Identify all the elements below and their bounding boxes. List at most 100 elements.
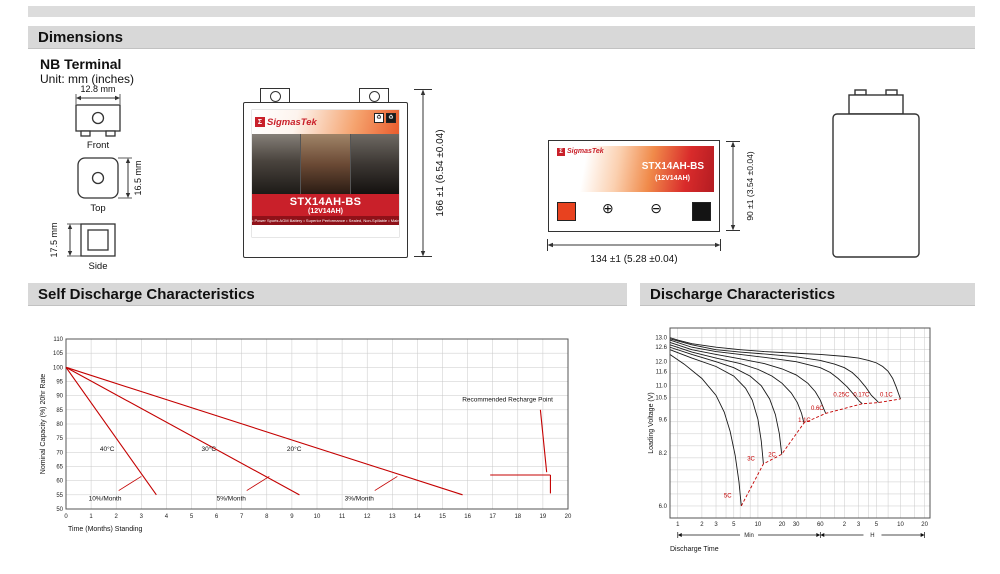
- svg-text:20: 20: [779, 522, 786, 528]
- top-section-divider: [28, 6, 975, 17]
- model-rating: (12V14AH): [307, 208, 343, 215]
- model-number: STX14AH-BS: [641, 161, 704, 172]
- svg-text:5C: 5C: [724, 494, 732, 500]
- battery-front-view: Σ SigmasTek ♻ ♻ STX14AH-BS (12V14AH) • P…: [243, 88, 408, 258]
- terminal-bolt-icon: [368, 90, 380, 102]
- brand-name: SigmasTek: [267, 116, 317, 128]
- svg-text:85: 85: [56, 408, 63, 414]
- positive-terminal-marker: [557, 202, 576, 221]
- svg-text:11.0: 11.0: [656, 384, 668, 390]
- svg-text:9: 9: [290, 514, 294, 520]
- svg-text:90: 90: [56, 394, 63, 400]
- svg-text:7: 7: [240, 514, 244, 520]
- svg-text:10: 10: [314, 514, 321, 520]
- svg-text:14: 14: [414, 514, 421, 520]
- label-feature-strip: • Power Sports AGM Battery • Superior Pe…: [252, 216, 399, 225]
- brand-logo-small: Σ SigmasTek: [557, 148, 604, 156]
- svg-text:10.5: 10.5: [655, 396, 667, 402]
- section-header-dimensions: Dimensions: [28, 26, 975, 49]
- svg-text:Time (Months) Standing: Time (Months) Standing: [68, 526, 143, 533]
- svg-text:11.6: 11.6: [656, 369, 668, 375]
- svg-text:3: 3: [714, 522, 718, 528]
- section-header-discharge: Discharge Characteristics: [640, 283, 975, 306]
- svg-text:10%/Month: 10%/Month: [89, 496, 122, 503]
- brand-name: SigmasTek: [566, 148, 604, 155]
- terminal-top-dimension: 16.5 mm: [133, 160, 143, 195]
- battery-side-view: [832, 89, 920, 258]
- battery-terminal-right: [359, 88, 389, 104]
- svg-text:5: 5: [875, 522, 879, 528]
- top-view-label: Σ SigmasTek STX14AH-BS (12V14AH): [554, 146, 714, 192]
- svg-text:10: 10: [755, 522, 762, 528]
- svg-text:0.1C: 0.1C: [880, 393, 893, 399]
- svg-text:Recommended Recharge Point: Recommended Recharge Point: [462, 396, 553, 403]
- svg-text:0: 0: [64, 514, 68, 520]
- svg-text:6: 6: [215, 514, 219, 520]
- unit-note: Unit: mm (inches): [40, 72, 135, 86]
- model-number: STX14AH-BS: [289, 196, 362, 208]
- svg-text:2C: 2C: [768, 453, 776, 459]
- battery-body: Σ SigmasTek ♻ ♻ STX14AH-BS (12V14AH) • P…: [243, 102, 408, 258]
- svg-text:20°C: 20°C: [287, 445, 302, 453]
- terminal-front-dimension: 12.8 mm: [80, 84, 115, 94]
- svg-text:3: 3: [140, 514, 144, 520]
- svg-text:80: 80: [56, 422, 63, 428]
- svg-text:50: 50: [56, 507, 63, 513]
- svg-text:5: 5: [190, 514, 194, 520]
- svg-text:105: 105: [53, 351, 64, 357]
- svg-text:6.0: 6.0: [659, 504, 668, 510]
- label-model-band: STX14AH-BS (12V14AH): [252, 194, 399, 216]
- svg-text:4: 4: [165, 514, 169, 520]
- svg-text:19: 19: [540, 514, 547, 520]
- recycle-icon: ♻: [374, 113, 384, 123]
- svg-text:1.1C: 1.1C: [798, 418, 811, 424]
- dimension-front-height: 166 ±1 (6.54 ±0.04): [414, 89, 446, 257]
- svg-text:8.2: 8.2: [659, 451, 668, 457]
- svg-text:3C: 3C: [747, 456, 755, 462]
- recycle-icon: ♻: [386, 113, 396, 123]
- minus-symbol: ⊖: [650, 200, 662, 216]
- top-width-value: 134 ±1 (5.28 ±0.04): [590, 254, 677, 265]
- svg-text:60: 60: [56, 479, 63, 485]
- svg-text:65: 65: [56, 465, 63, 471]
- top-depth-value: 90 ±1 (3.54 ±0.04): [745, 151, 755, 221]
- terminal-top-label: Top: [90, 203, 105, 214]
- svg-text:5: 5: [732, 522, 736, 528]
- svg-text:0.6C: 0.6C: [811, 406, 824, 412]
- svg-text:9.6: 9.6: [659, 417, 668, 423]
- svg-text:60: 60: [817, 522, 824, 528]
- svg-text:40°C: 40°C: [100, 445, 115, 453]
- terminal-diagrams: 12.8 mm Front Top 16.5 mm Side 17.5 mm: [49, 84, 143, 272]
- terminal-side-dimension: 17.5 mm: [49, 222, 59, 257]
- svg-text:1: 1: [676, 522, 680, 528]
- svg-text:100: 100: [53, 365, 64, 371]
- svg-text:11: 11: [339, 514, 346, 520]
- model-rating: (12V14AH): [654, 175, 690, 182]
- section-header-self-discharge: Self Discharge Characteristics: [28, 283, 627, 306]
- plus-symbol: ⊕: [602, 200, 614, 216]
- svg-text:12.0: 12.0: [655, 360, 667, 366]
- label-header: Σ SigmasTek ♻ ♻: [252, 110, 399, 134]
- svg-text:12: 12: [364, 514, 371, 520]
- sigma-logo-icon: Σ: [557, 148, 565, 156]
- svg-text:Loading Voltage (V): Loading Voltage (V): [648, 392, 655, 454]
- sigma-logo-icon: Σ: [255, 117, 265, 127]
- battery-top-view: Σ SigmasTek STX14AH-BS (12V14AH) ⊕ ⊖: [548, 140, 720, 232]
- terminal-row: ⊕ ⊖: [554, 197, 714, 227]
- svg-text:13: 13: [389, 514, 396, 520]
- svg-text:70: 70: [56, 450, 63, 456]
- svg-text:15: 15: [439, 514, 446, 520]
- svg-text:5%/Month: 5%/Month: [217, 496, 247, 503]
- svg-text:1: 1: [89, 514, 93, 520]
- svg-text:12.6: 12.6: [655, 345, 667, 351]
- section-title: Self Discharge Characteristics: [38, 285, 255, 303]
- terminal-heading: NB Terminal: [40, 56, 122, 72]
- svg-text:2: 2: [700, 522, 704, 528]
- svg-text:3%/Month: 3%/Month: [345, 496, 375, 503]
- svg-text:30: 30: [793, 522, 800, 528]
- self-discharge-chart: 0 1 2 3 4 5 6 7 8 9 10 11 12 13 14 15 16 17 18 19 2050556065…: [36, 312, 611, 557]
- svg-text:13.0: 13.0: [655, 336, 667, 342]
- svg-text:95: 95: [56, 380, 63, 386]
- svg-text:8: 8: [265, 514, 269, 520]
- label-photo-collage: [252, 134, 399, 194]
